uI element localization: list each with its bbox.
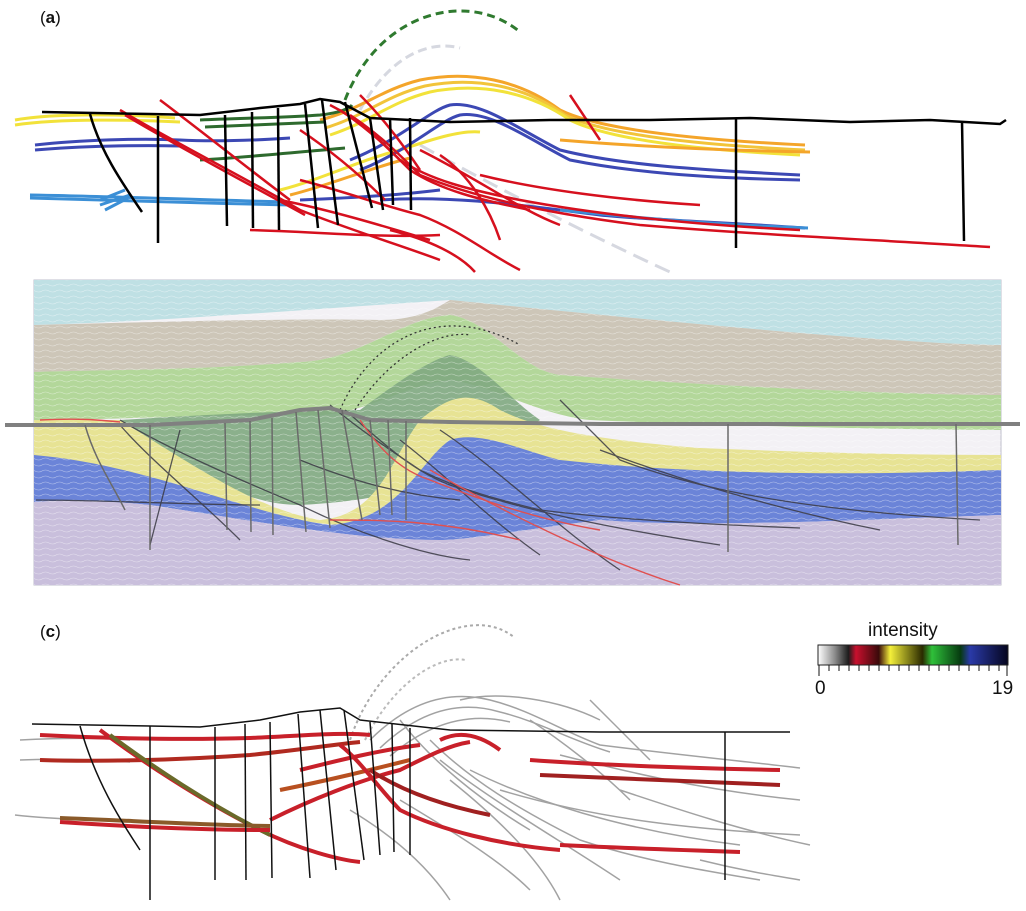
panel-c-gray-traces	[14, 695, 811, 901]
panel-c-intensity-traces	[39, 728, 781, 864]
wells-b	[84, 409, 959, 552]
wells-a	[88, 99, 966, 248]
blue-horizons	[34, 102, 806, 230]
panel-b-red-lines	[39, 418, 681, 586]
colorbar-title: intensity	[868, 620, 938, 641]
colorbar-min-label: 0	[815, 678, 826, 699]
lightblue-horizons	[29, 188, 809, 230]
panel-label-c: (c)	[40, 622, 61, 641]
panel-c-dotted-arc	[349, 624, 516, 741]
colorbar	[817, 644, 1009, 676]
wells-c	[79, 709, 726, 900]
surface-line-b	[5, 405, 1020, 427]
panel-c	[14, 624, 811, 901]
panel-b	[5, 279, 1020, 586]
surface-line-c	[31, 707, 790, 733]
colorbar-gradient	[817, 644, 1009, 666]
dashed-gray-arc	[358, 44, 461, 111]
panel-label-a: (a)	[40, 8, 61, 27]
colorbar-ticks	[818, 665, 1008, 676]
yellow-horizons	[14, 74, 811, 197]
panel-a	[14, 9, 1007, 274]
dashed-green-arc	[343, 9, 521, 101]
colorbar-max-label: 19	[992, 678, 1014, 699]
panel-b-dotted-arc	[339, 325, 521, 411]
